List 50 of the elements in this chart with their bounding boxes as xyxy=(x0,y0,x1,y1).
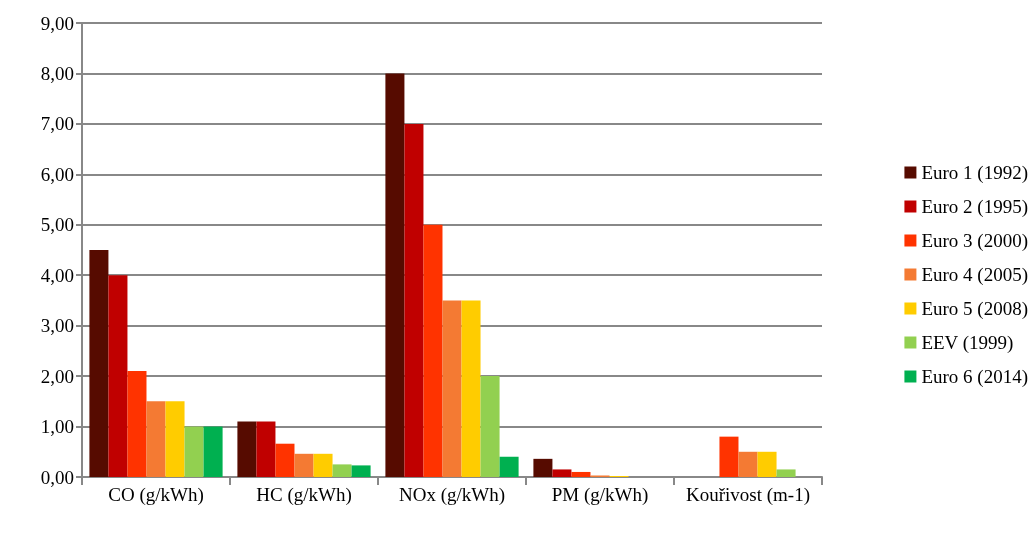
y-tick-label: 3,00 xyxy=(40,315,74,337)
bar xyxy=(719,436,739,477)
bar xyxy=(313,453,333,477)
bar xyxy=(237,421,257,477)
bar xyxy=(203,426,223,477)
bar xyxy=(499,456,519,477)
x-tick-label: Kouřivost (m-1) xyxy=(685,484,811,506)
y-tick-label: 0,00 xyxy=(40,466,74,488)
bar xyxy=(89,250,109,477)
x-tick-label: PM (g/kWh) xyxy=(551,484,649,506)
legend-label: Euro 1 (1992) xyxy=(921,162,1029,184)
y-tick-label: 7,00 xyxy=(40,113,74,135)
legend-label: Euro 4 (2005) xyxy=(921,264,1029,286)
x-tick-label: HC (g/kWh) xyxy=(256,484,352,506)
legend-label: Euro 2 (1995) xyxy=(921,196,1029,218)
bar xyxy=(146,401,166,477)
bar xyxy=(165,401,185,477)
bar xyxy=(738,451,758,477)
y-tick-label: 2,00 xyxy=(40,365,74,387)
bar xyxy=(404,123,424,477)
bar xyxy=(108,275,128,477)
y-tick-label: 8,00 xyxy=(40,62,74,84)
legend-label: EEV (1999) xyxy=(921,332,1014,354)
y-tick-label: 1,00 xyxy=(40,416,74,438)
x-tick-label: CO (g/kWh) xyxy=(108,484,204,506)
bar xyxy=(294,453,314,477)
y-tick-label: 6,00 xyxy=(40,163,74,185)
legend-label: Euro 6 (2014) xyxy=(921,366,1029,388)
legend-label: Euro 3 (2000) xyxy=(921,230,1029,252)
legend-label: Euro 5 (2008) xyxy=(921,298,1029,320)
y-tick-label: 9,00 xyxy=(40,12,74,34)
bar xyxy=(571,471,591,477)
bar xyxy=(351,465,371,477)
bar xyxy=(275,443,295,477)
bar xyxy=(127,371,147,477)
bar xyxy=(332,464,352,477)
bar xyxy=(552,469,572,477)
bar xyxy=(480,376,500,477)
bar xyxy=(423,224,443,477)
y-tick-label: 4,00 xyxy=(40,264,74,286)
bar xyxy=(533,458,553,477)
x-tick-label: NOx (g/kWh) xyxy=(398,484,506,506)
bar xyxy=(442,300,462,477)
bar xyxy=(184,426,204,477)
y-tick-label: 5,00 xyxy=(40,214,74,236)
bar xyxy=(256,421,276,477)
bar xyxy=(776,469,796,477)
bar xyxy=(757,451,777,477)
bar xyxy=(385,73,405,477)
bar xyxy=(461,300,481,477)
